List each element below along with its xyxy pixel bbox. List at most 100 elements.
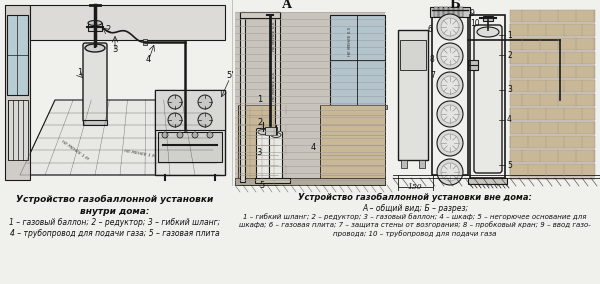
Bar: [468, 60, 478, 70]
Bar: [8, 100, 28, 160]
Text: 1 – гибкий шланг; 2 – редуктор; 3 – газовый баллон; 4 – шкаф; 5 – негорючее осно: 1 – гибкий шланг; 2 – редуктор; 3 – газо…: [239, 213, 591, 237]
Text: 8: 8: [430, 55, 435, 64]
Text: Б: Б: [449, 0, 460, 11]
Bar: [320, 105, 385, 185]
Circle shape: [162, 132, 168, 138]
Circle shape: [441, 163, 459, 181]
Bar: [510, 164, 595, 176]
Bar: [449, 7, 453, 17]
Bar: [510, 108, 595, 120]
Bar: [510, 94, 595, 106]
Bar: [83, 120, 107, 125]
Bar: [510, 52, 595, 64]
Bar: [240, 12, 280, 18]
Circle shape: [437, 130, 463, 156]
Bar: [510, 136, 595, 148]
Circle shape: [441, 18, 459, 36]
Bar: [235, 12, 385, 185]
Bar: [5, 5, 30, 180]
Text: 1 – газовый баллон; 2 – редуктор; 3 – гибкий шланг;
4 – трубопровод для подачи г: 1 – газовый баллон; 2 – редуктор; 3 – ги…: [10, 218, 221, 238]
Bar: [432, 15, 468, 175]
Bar: [143, 39, 147, 45]
Text: НЕ МЕНЕЕ 0.5: НЕ МЕНЕЕ 0.5: [272, 72, 276, 101]
Bar: [155, 90, 225, 130]
Circle shape: [437, 72, 463, 98]
Text: 7: 7: [430, 70, 435, 80]
Bar: [483, 16, 493, 21]
Text: 3: 3: [507, 85, 512, 95]
Text: А – общий вид; Б – разрез;: А – общий вид; Б – разрез;: [362, 204, 468, 213]
Text: 2: 2: [507, 51, 512, 60]
FancyBboxPatch shape: [474, 25, 502, 173]
Text: 2: 2: [106, 25, 110, 34]
Circle shape: [207, 132, 213, 138]
Bar: [510, 38, 595, 50]
Bar: [265, 127, 277, 135]
Circle shape: [437, 14, 463, 40]
Bar: [459, 7, 463, 17]
Bar: [510, 150, 595, 162]
Text: НЕ МЕНЕЕ 1 М: НЕ МЕНЕЕ 1 М: [61, 139, 89, 161]
Text: 2: 2: [258, 118, 263, 127]
Circle shape: [441, 47, 459, 65]
Text: 1: 1: [507, 30, 512, 39]
Circle shape: [198, 113, 212, 127]
Text: НЕ МЕНЕЕ 0.5: НЕ МЕНЕЕ 0.5: [348, 27, 352, 56]
Bar: [510, 122, 595, 134]
Bar: [235, 178, 385, 185]
Ellipse shape: [271, 133, 281, 137]
Text: 150: 150: [407, 183, 422, 191]
Circle shape: [198, 95, 212, 109]
Text: 6: 6: [428, 26, 433, 34]
Bar: [434, 7, 438, 17]
Bar: [275, 12, 280, 182]
FancyBboxPatch shape: [257, 128, 269, 179]
Text: 5: 5: [507, 160, 512, 170]
Bar: [510, 80, 595, 92]
Bar: [398, 30, 428, 160]
Bar: [88, 23, 102, 31]
Bar: [430, 7, 470, 17]
Circle shape: [437, 43, 463, 69]
Bar: [439, 7, 443, 17]
Text: 1: 1: [257, 95, 262, 104]
Circle shape: [177, 132, 183, 138]
Ellipse shape: [477, 27, 499, 37]
Bar: [155, 90, 225, 175]
Text: Устройство газобаллонной установки
внутри дома:: Устройство газобаллонной установки внутр…: [16, 195, 214, 216]
Circle shape: [441, 76, 459, 94]
Text: 3: 3: [257, 148, 262, 157]
Bar: [7, 15, 28, 95]
Text: 5': 5': [226, 71, 234, 80]
FancyBboxPatch shape: [83, 43, 107, 122]
Bar: [158, 132, 222, 162]
Circle shape: [168, 113, 182, 127]
Polygon shape: [20, 100, 220, 175]
Bar: [510, 24, 595, 36]
Ellipse shape: [85, 44, 105, 52]
Bar: [444, 7, 448, 17]
Ellipse shape: [88, 20, 102, 26]
Bar: [400, 40, 426, 70]
Circle shape: [168, 95, 182, 109]
Bar: [240, 12, 245, 182]
Text: А: А: [282, 0, 292, 11]
Circle shape: [437, 101, 463, 127]
Circle shape: [437, 159, 463, 185]
Bar: [401, 160, 407, 168]
Text: 4: 4: [507, 116, 512, 124]
Text: 9: 9: [470, 9, 475, 18]
Text: 1: 1: [77, 68, 83, 77]
Text: НЕ МЕНЕЕ 0.5: НЕ МЕНЕЕ 0.5: [272, 22, 276, 51]
Circle shape: [441, 105, 459, 123]
Bar: [454, 7, 458, 17]
Bar: [419, 160, 425, 168]
Circle shape: [192, 132, 198, 138]
Bar: [510, 66, 595, 78]
Text: 10: 10: [470, 20, 479, 28]
Ellipse shape: [258, 130, 268, 135]
Text: 5: 5: [260, 181, 265, 190]
Bar: [255, 178, 290, 183]
Text: 3: 3: [112, 45, 118, 54]
Circle shape: [441, 134, 459, 152]
